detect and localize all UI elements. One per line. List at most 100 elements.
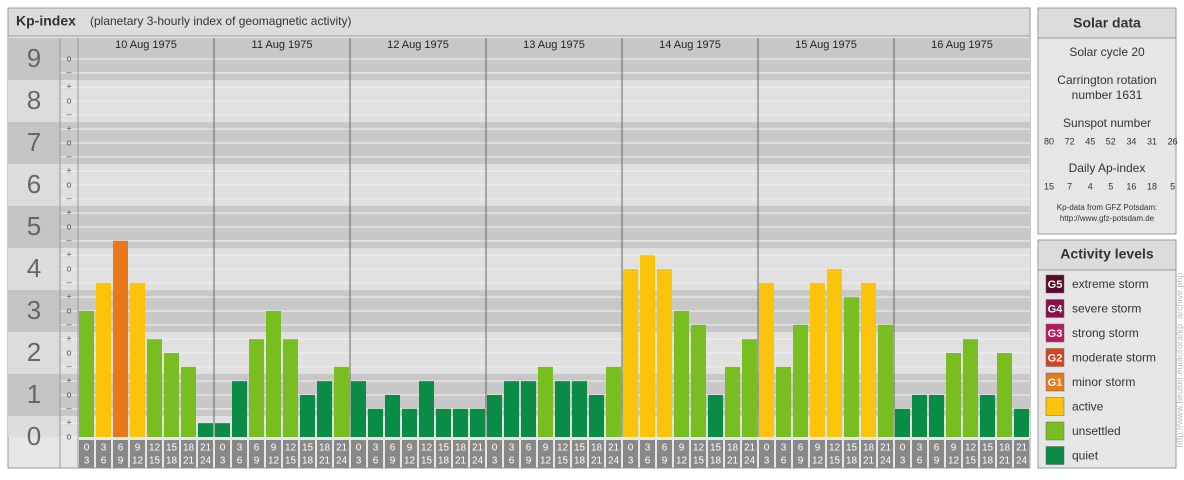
hour-label: 12 xyxy=(268,456,280,467)
date-label: 13 Aug 1975 xyxy=(523,39,585,51)
hour-label: 15 xyxy=(166,443,178,454)
bar xyxy=(725,366,740,437)
hour-label: 12 xyxy=(285,443,297,454)
bar xyxy=(232,381,247,437)
hour-label: 12 xyxy=(948,456,960,467)
minor-tick-label: + xyxy=(66,376,71,386)
minor-tick-label: – xyxy=(66,109,71,119)
y-label-band xyxy=(8,374,60,416)
hour-box xyxy=(657,440,672,468)
bar xyxy=(912,395,927,437)
hour-label: 0 xyxy=(764,443,770,454)
hour-label: 18 xyxy=(455,443,467,454)
chart-subtitle: (planetary 3-hourly index of geomagnetic… xyxy=(90,14,351,28)
hour-label: 24 xyxy=(744,456,756,467)
hour-label: 6 xyxy=(798,443,804,454)
bar xyxy=(215,423,230,437)
legend-label: extreme storm xyxy=(1072,277,1149,291)
y-tick-label: 7 xyxy=(27,127,41,157)
hour-label: 6 xyxy=(526,443,532,454)
minor-tick-label: o xyxy=(66,431,71,441)
date-label: 12 Aug 1975 xyxy=(387,39,449,51)
hour-box xyxy=(572,440,587,468)
bar xyxy=(402,408,417,437)
hour-box xyxy=(164,440,179,468)
hour-label: 12 xyxy=(132,456,144,467)
hour-label: 18 xyxy=(863,443,875,454)
hour-label: 15 xyxy=(710,443,722,454)
hour-label: 3 xyxy=(509,443,515,454)
hour-label: 12 xyxy=(149,443,161,454)
bar xyxy=(113,240,128,437)
ap-value: 4 xyxy=(1088,181,1093,191)
ap-value: 7 xyxy=(1067,181,1072,191)
hour-box xyxy=(402,440,417,468)
hour-label: 21 xyxy=(1016,443,1028,454)
hour-label: 9 xyxy=(934,456,940,467)
hour-box xyxy=(368,440,383,468)
legend-label: moderate storm xyxy=(1072,351,1156,365)
hour-label: 3 xyxy=(764,456,770,467)
hour-box xyxy=(674,440,689,468)
minor-tick-label: + xyxy=(66,334,71,344)
hour-label: 15 xyxy=(965,456,977,467)
bar xyxy=(878,324,893,437)
bar xyxy=(79,311,94,437)
hour-box xyxy=(708,440,723,468)
legend-label: active xyxy=(1072,400,1104,414)
hour-label: 12 xyxy=(676,456,688,467)
minor-tick-label: – xyxy=(66,319,71,329)
hour-label: 9 xyxy=(662,456,668,467)
hour-label: 0 xyxy=(84,443,90,454)
hour-label: 21 xyxy=(336,443,348,454)
y-label-band xyxy=(8,38,60,80)
hour-label: 15 xyxy=(693,456,705,467)
solar-cycle: Solar cycle 20 xyxy=(1069,45,1145,59)
minor-tick-label: – xyxy=(66,403,71,413)
hour-label: 0 xyxy=(492,443,498,454)
legend-code: G1 xyxy=(1048,377,1063,389)
hour-box xyxy=(249,440,264,468)
hour-label: 18 xyxy=(982,456,994,467)
hour-label: 15 xyxy=(149,456,161,467)
hour-label: 12 xyxy=(812,456,824,467)
sunspot-value: 52 xyxy=(1106,136,1116,146)
bar xyxy=(742,339,757,437)
bar xyxy=(793,324,808,437)
legend-label: minor storm xyxy=(1072,375,1135,389)
hour-box xyxy=(555,440,570,468)
hour-label: 6 xyxy=(101,456,107,467)
hour-label: 15 xyxy=(421,456,433,467)
hour-box xyxy=(997,440,1012,468)
legend-code: G3 xyxy=(1048,328,1063,340)
legend-code: G2 xyxy=(1048,352,1063,364)
bar xyxy=(827,269,842,437)
sunspot-value: 31 xyxy=(1147,136,1157,146)
hour-label: 6 xyxy=(509,456,515,467)
hour-label: 6 xyxy=(645,456,651,467)
hour-box xyxy=(215,440,230,468)
bar xyxy=(759,282,774,437)
hour-label: 18 xyxy=(591,443,603,454)
bar xyxy=(555,381,570,437)
hour-label: 3 xyxy=(356,456,362,467)
minor-tick-label: o xyxy=(66,221,71,231)
hour-label: 21 xyxy=(727,456,739,467)
hour-label: 3 xyxy=(237,443,243,454)
y-tick-label: 2 xyxy=(27,337,41,367)
minor-tick-label: – xyxy=(66,235,71,245)
minor-tick-label: o xyxy=(66,263,71,273)
hour-box xyxy=(980,440,995,468)
hour-label: 9 xyxy=(254,456,260,467)
hour-label: 12 xyxy=(421,443,433,454)
minor-tick-label: o xyxy=(66,53,71,63)
hour-label: 3 xyxy=(628,456,634,467)
hour-box xyxy=(317,440,332,468)
hour-box xyxy=(351,440,366,468)
bar xyxy=(317,381,332,437)
hour-label: 9 xyxy=(526,456,532,467)
hour-label: 6 xyxy=(390,443,396,454)
hour-label: 9 xyxy=(679,443,685,454)
hour-box xyxy=(623,440,638,468)
